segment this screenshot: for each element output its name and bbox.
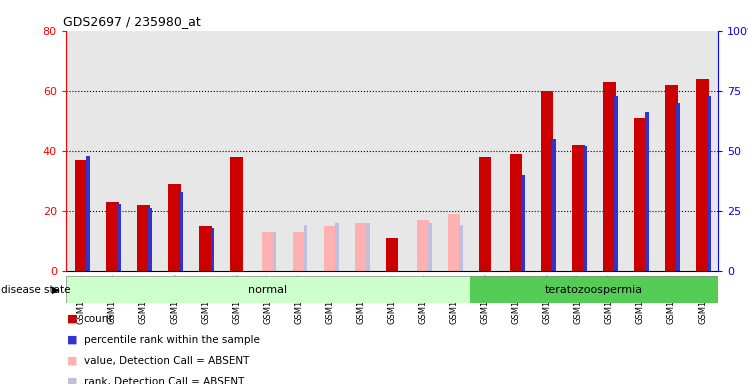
Bar xyxy=(366,223,370,271)
Text: ■: ■ xyxy=(67,356,78,366)
Bar xyxy=(117,204,121,271)
Bar xyxy=(106,202,119,271)
Bar xyxy=(665,85,678,271)
Bar xyxy=(656,31,687,271)
Bar xyxy=(180,192,183,271)
Bar xyxy=(314,31,346,271)
Text: ■: ■ xyxy=(67,377,78,384)
Text: disease state: disease state xyxy=(1,285,70,295)
Bar xyxy=(211,227,214,271)
Bar xyxy=(324,226,336,271)
Bar xyxy=(572,145,584,271)
Bar xyxy=(128,31,159,271)
Bar xyxy=(138,205,150,271)
Bar xyxy=(386,238,398,271)
Bar xyxy=(355,223,367,271)
Bar xyxy=(438,31,470,271)
Bar xyxy=(479,157,491,271)
Bar xyxy=(66,31,97,271)
Bar xyxy=(521,175,525,271)
Bar xyxy=(346,31,376,271)
Bar xyxy=(646,112,649,271)
Text: ■: ■ xyxy=(67,335,78,345)
Bar xyxy=(459,225,463,271)
Bar xyxy=(634,118,646,271)
Bar xyxy=(552,139,556,271)
Bar xyxy=(335,223,339,271)
Bar xyxy=(190,31,221,271)
Bar xyxy=(86,156,90,271)
Bar xyxy=(583,146,587,271)
Bar xyxy=(708,96,711,271)
Text: ■: ■ xyxy=(67,314,78,324)
Text: GDS2697 / 235980_at: GDS2697 / 235980_at xyxy=(63,15,200,28)
Bar xyxy=(676,103,680,271)
Bar xyxy=(603,82,616,271)
Bar xyxy=(159,31,190,271)
Bar xyxy=(448,214,460,271)
Bar xyxy=(696,79,709,271)
Bar xyxy=(470,276,718,303)
Bar xyxy=(200,226,212,271)
Bar xyxy=(304,225,307,271)
Bar xyxy=(252,31,283,271)
Bar xyxy=(376,31,408,271)
Bar xyxy=(562,31,594,271)
Bar xyxy=(500,31,532,271)
Bar xyxy=(221,31,252,271)
Bar xyxy=(148,208,152,271)
Bar xyxy=(66,276,470,303)
Bar xyxy=(230,157,243,271)
Text: ▶: ▶ xyxy=(52,285,59,295)
Text: count: count xyxy=(84,314,113,324)
Bar xyxy=(532,31,562,271)
Bar xyxy=(417,220,429,271)
Bar xyxy=(283,31,314,271)
Bar xyxy=(97,31,128,271)
Bar xyxy=(292,232,305,271)
Bar xyxy=(168,184,181,271)
Text: percentile rank within the sample: percentile rank within the sample xyxy=(84,335,260,345)
Text: value, Detection Call = ABSENT: value, Detection Call = ABSENT xyxy=(84,356,249,366)
Bar xyxy=(594,31,625,271)
Bar xyxy=(470,31,500,271)
Bar xyxy=(510,154,522,271)
Bar xyxy=(408,31,438,271)
Bar xyxy=(687,31,718,271)
Bar xyxy=(541,91,554,271)
Bar xyxy=(262,232,274,271)
Text: rank, Detection Call = ABSENT: rank, Detection Call = ABSENT xyxy=(84,377,244,384)
Text: normal: normal xyxy=(248,285,287,295)
Bar xyxy=(273,232,277,271)
Text: teratozoospermia: teratozoospermia xyxy=(545,285,643,295)
Bar xyxy=(625,31,656,271)
Bar xyxy=(75,160,88,271)
Bar xyxy=(428,223,432,271)
Bar xyxy=(614,96,618,271)
